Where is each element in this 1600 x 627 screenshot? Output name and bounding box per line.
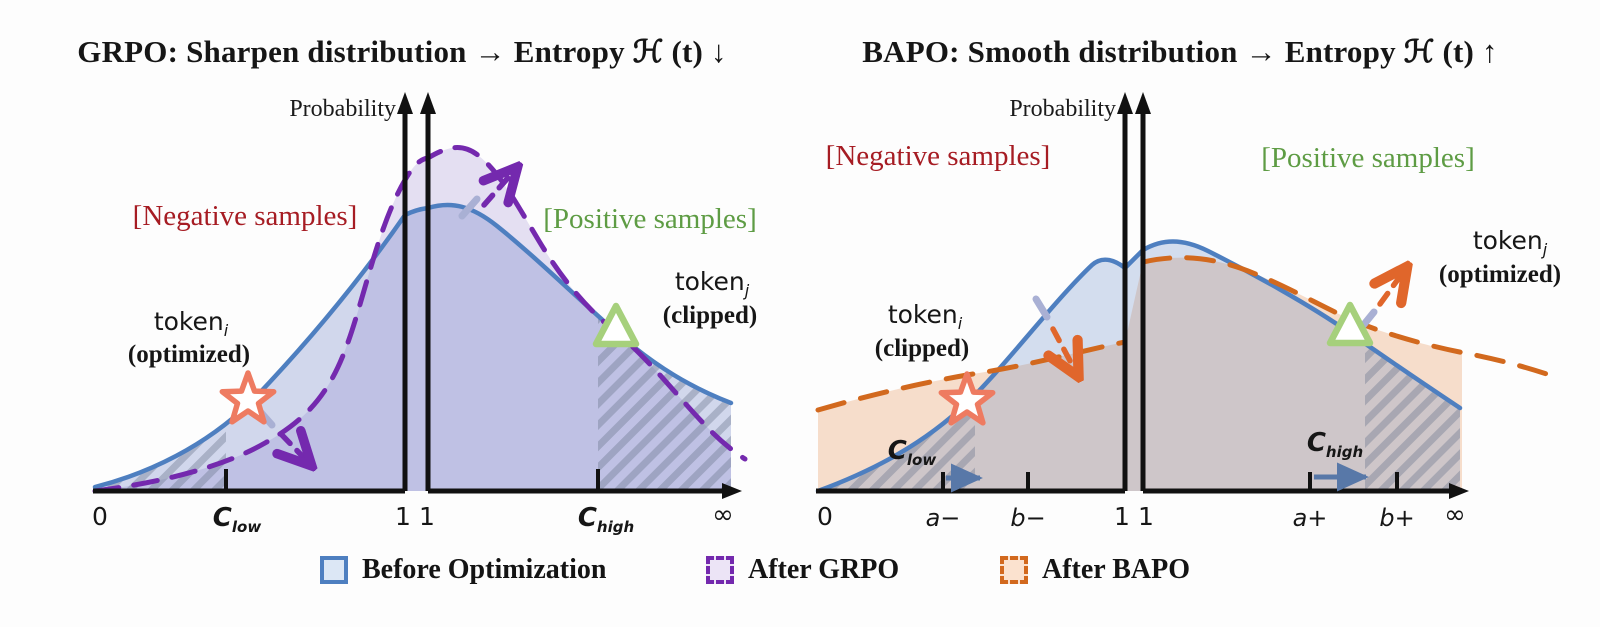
- before-optimization-area-right: [818, 241, 1460, 491]
- shift-up-arrow-right: [1380, 271, 1404, 304]
- legend-swatch-after-bapo: [1000, 556, 1028, 584]
- legend-label-after-grpo: After GRPO: [748, 554, 900, 585]
- negative-samples-label-left: [Negative samples]: [132, 200, 358, 232]
- legend-swatch-after-grpo: [706, 556, 734, 584]
- token-j-note-left: (clipped): [662, 302, 758, 329]
- positive-samples-label-right: [Positive samples]: [1261, 142, 1475, 174]
- token-i-note-right: (clipped): [874, 335, 970, 362]
- y-axis-label-right: Probability: [1009, 96, 1116, 122]
- tick-label-zero-right: 0: [817, 502, 833, 531]
- token-j-label-left: tokenj: [674, 267, 750, 300]
- token-j-label-right: tokenj: [1472, 226, 1548, 259]
- c-high-annotation: Chigh: [1306, 428, 1364, 462]
- y-axis-arrowhead-left-b: [420, 92, 436, 114]
- c-low-annotation: Clow: [887, 436, 937, 470]
- grpo-panel: [92, 92, 748, 499]
- tick-label-infinity-left: ∞: [712, 500, 734, 530]
- token-i-label-right: tokeni: [887, 300, 963, 333]
- legend-item-after-bapo: After BAPO: [1000, 554, 1190, 586]
- token-i-label-left: tokeni: [153, 307, 229, 340]
- legend-label-before-optimization: Before Optimization: [362, 554, 607, 585]
- negative-samples-label-right: [Negative samples]: [825, 140, 1051, 172]
- legend-item-after-grpo: After GRPO: [706, 554, 899, 586]
- grpo-title: GRPO: Sharpen distribution → Entropy ℋ (…: [77, 34, 727, 69]
- token-i-note-left: (optimized): [127, 341, 251, 368]
- triangle-marker-token-j-left: [592, 302, 640, 348]
- y-axis-arrowhead-right-a: [1117, 92, 1133, 114]
- after-grpo-area: [95, 147, 731, 491]
- tick-label-infinity-right: ∞: [1444, 500, 1466, 530]
- tick-label-a-minus: a−: [925, 504, 961, 532]
- positive-samples-label-left: [Positive samples]: [543, 203, 757, 235]
- y-axis-arrowhead-left-a: [397, 92, 413, 114]
- y-axis-label-left: Probability: [289, 96, 396, 122]
- token-j-note-right: (optimized): [1438, 261, 1562, 288]
- tick-label-b-plus: b+: [1379, 504, 1415, 532]
- origin-dash-positive-left: [458, 195, 481, 220]
- shift-down-arrow-right: [1053, 326, 1076, 372]
- tick-label-b-minus: b−: [1010, 504, 1046, 532]
- tick-label-one-b-right: 1: [1138, 502, 1154, 531]
- tick-label-c-high-left: Chigh: [577, 503, 635, 537]
- star-marker-token-i-right: [938, 371, 996, 426]
- triangle-marker-token-j-right: [1326, 301, 1374, 347]
- legend-swatch-before-optimization: [320, 556, 348, 584]
- legend-label-after-bapo: After BAPO: [1042, 554, 1190, 585]
- origin-dash-negative-right: [1032, 295, 1051, 321]
- y-axis-arrowhead-right-b: [1135, 92, 1151, 114]
- tick-label-zero-left: 0: [92, 502, 108, 531]
- star-marker-token-i-left: [219, 370, 277, 425]
- legend-item-before-optimization: Before Optimization: [320, 554, 606, 586]
- shift-down-arrow-left: [281, 434, 308, 462]
- tick-label-one-b-left: 1: [419, 502, 435, 531]
- bapo-title: BAPO: Smooth distribution → Entropy ℋ (t…: [862, 34, 1498, 69]
- tick-label-one-a-left: 1: [395, 502, 411, 531]
- tick-label-one-a-right: 1: [1114, 502, 1130, 531]
- x-axis-arrowhead-left: [722, 483, 742, 499]
- shift-up-arrow-left: [484, 171, 514, 208]
- before-optimization-area-left: [95, 205, 731, 492]
- tick-label-a-plus: a+: [1292, 504, 1328, 532]
- bapo-panel: [815, 92, 1559, 499]
- tick-label-c-low-left: Clow: [212, 503, 262, 537]
- after-bapo-area: [818, 257, 1462, 491]
- x-axis-arrowhead-right: [1449, 483, 1469, 499]
